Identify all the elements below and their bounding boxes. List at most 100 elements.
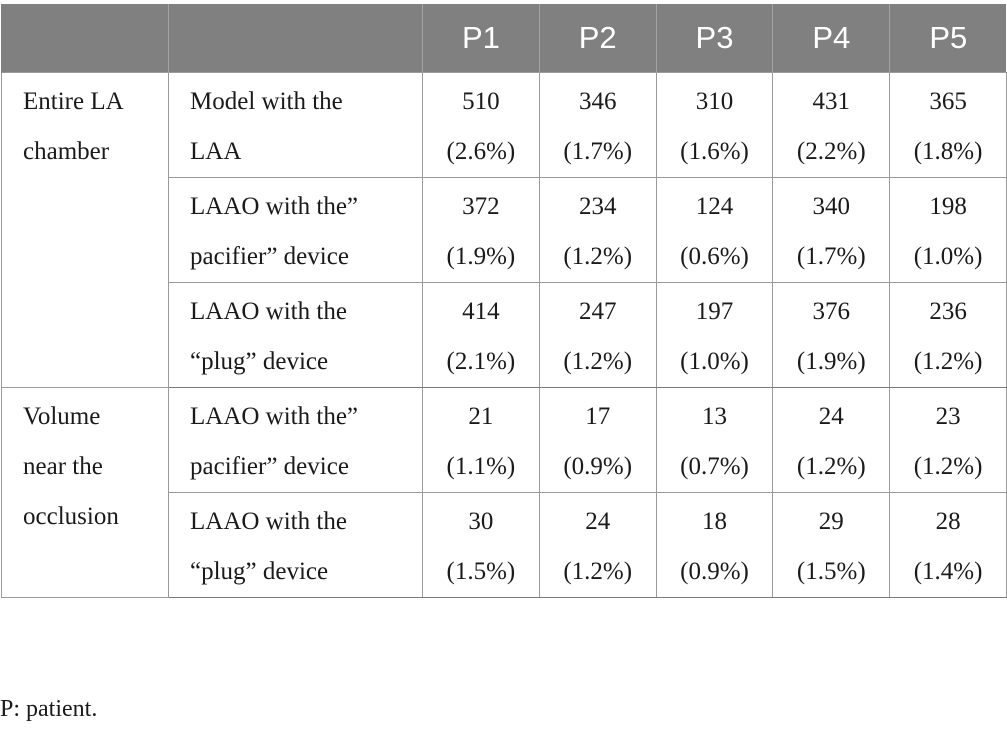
value-percent: (1.2%)	[913, 348, 983, 375]
condition-cell: Model with the LAA	[168, 72, 423, 178]
value-count: 372	[462, 193, 500, 220]
value-count: 198	[929, 193, 967, 220]
value-cell: 30 (1.5%)	[422, 492, 540, 598]
value-percent: (0.7%)	[680, 453, 749, 480]
value-cell: 376 (1.9%)	[772, 282, 891, 388]
value-cell: 13 (0.7%)	[655, 387, 774, 493]
value-count: 23	[935, 403, 961, 430]
header-cell-p3: P3	[655, 4, 773, 73]
value-count: 30	[468, 508, 494, 535]
value-cell: 510 (2.6%)	[422, 72, 540, 178]
header-cell-p2: P2	[538, 4, 657, 73]
condition-line: LAAO with the	[190, 508, 347, 535]
value-cell: 234 (1.2%)	[538, 177, 657, 283]
value-percent: (1.9%)	[446, 243, 516, 270]
value-count: 510	[462, 88, 500, 115]
value-cell: 21 (1.1%)	[422, 387, 540, 493]
condition-line: Model with the	[190, 88, 343, 115]
header-cell-p4: P4	[772, 4, 890, 73]
table-footnote: P: patient.	[0, 696, 98, 722]
value-cell: 29 (1.5%)	[772, 492, 891, 598]
table-row: Volume near the occlusion LAAO with the”…	[1, 387, 1007, 598]
value-cell: 346 (1.7%)	[538, 72, 657, 178]
value-percent: (1.6%)	[680, 138, 749, 165]
value-count: 236	[929, 298, 967, 325]
header-cell-condition	[168, 4, 423, 73]
value-cell: 28 (1.4%)	[889, 492, 1007, 598]
value-cell: 310 (1.6%)	[655, 72, 774, 178]
condition-line: “plug” device	[190, 558, 329, 585]
group-label-line: Entire LA	[23, 88, 124, 115]
value-percent: (2.2%)	[796, 138, 866, 165]
value-percent: (1.4%)	[913, 558, 983, 585]
condition-line: LAAO with the	[190, 298, 347, 325]
value-cell: 372 (1.9%)	[422, 177, 540, 283]
value-count: 21	[468, 403, 494, 430]
header-cell-p1: P1	[422, 4, 540, 73]
data-table: P1 P2 P3 P4 P5 Entire LA chamber Model w…	[1, 4, 1007, 598]
value-percent: (1.5%)	[796, 558, 866, 585]
value-cell: 24 (1.2%)	[538, 492, 657, 598]
table-row: LAAO with the “plug” device 414 (2.1%) 24…	[2, 282, 1007, 388]
value-cell: 197 (1.0%)	[655, 282, 774, 388]
table-row: LAAO with the “plug” device 30 (1.5%) 24 (…	[2, 492, 1007, 598]
value-percent: (1.2%)	[913, 453, 983, 480]
value-percent: (0.9%)	[563, 453, 633, 480]
group-label-line: chamber	[23, 138, 110, 165]
table-row: Entire LA chamber Model with the LAA 510…	[1, 72, 1007, 388]
value-percent: (1.2%)	[563, 558, 633, 585]
value-cell: 414 (2.1%)	[422, 282, 540, 388]
value-cell: 236 (1.2%)	[889, 282, 1007, 388]
header-row: P1 P2 P3 P4 P5	[1, 4, 1007, 73]
value-percent: (1.2%)	[563, 348, 633, 375]
value-count: 18	[701, 508, 727, 535]
value-percent: (1.0%)	[680, 348, 749, 375]
value-percent: (1.0%)	[913, 243, 983, 270]
value-percent: (1.2%)	[563, 243, 633, 270]
value-count: 13	[701, 403, 727, 430]
value-percent: (1.8%)	[913, 138, 983, 165]
value-count: 28	[935, 508, 961, 535]
value-percent: (1.9%)	[796, 348, 866, 375]
value-cell: 198 (1.0%)	[889, 177, 1007, 283]
value-cell: 365 (1.8%)	[889, 72, 1007, 178]
group-label-line: near the	[23, 453, 103, 480]
value-count: 29	[818, 508, 844, 535]
value-count: 247	[578, 298, 617, 325]
value-count: 124	[695, 193, 734, 220]
condition-cell: LAAO with the “plug” device	[168, 282, 423, 388]
condition-line: pacifier” device	[190, 453, 349, 480]
value-percent: (1.5%)	[446, 558, 516, 585]
value-count: 24	[585, 508, 611, 535]
value-count: 310	[695, 88, 734, 115]
condition-cell: LAAO with the “plug” device	[168, 492, 423, 598]
value-percent: (1.2%)	[796, 453, 866, 480]
condition-line: LAAO with the”	[190, 403, 359, 430]
value-percent: (1.7%)	[563, 138, 633, 165]
group-label-volume-near-occlusion: Volume near the occlusion	[1, 387, 169, 598]
condition-cell: LAAO with the” pacifier” device	[168, 387, 423, 493]
value-cell: 17 (0.9%)	[538, 387, 657, 493]
value-percent: (2.1%)	[446, 348, 516, 375]
value-cell: 23 (1.2%)	[889, 387, 1007, 493]
value-cell: 24 (1.2%)	[772, 387, 891, 493]
group-label-line: Volume	[23, 403, 101, 430]
condition-cell: LAAO with the” pacifier” device	[168, 177, 423, 283]
table-row: LAAO with the” pacifier” device 372 (1.9%…	[2, 177, 1007, 283]
condition-line: LAA	[190, 138, 242, 165]
header-cell-p5: P5	[889, 4, 1007, 73]
value-count: 414	[462, 298, 500, 325]
value-cell: 247 (1.2%)	[538, 282, 657, 388]
value-count: 376	[812, 298, 851, 325]
value-cell: 124 (0.6%)	[655, 177, 774, 283]
value-cell: 18 (0.9%)	[655, 492, 774, 598]
value-percent: (0.9%)	[680, 558, 749, 585]
condition-line: “plug” device	[190, 348, 329, 375]
value-count: 24	[818, 403, 844, 430]
value-count: 365	[929, 88, 967, 115]
condition-line: pacifier” device	[190, 243, 349, 270]
value-percent: (1.7%)	[796, 243, 866, 270]
group-label-line: occlusion	[23, 503, 119, 530]
value-count: 17	[585, 403, 611, 430]
value-count: 431	[812, 88, 851, 115]
